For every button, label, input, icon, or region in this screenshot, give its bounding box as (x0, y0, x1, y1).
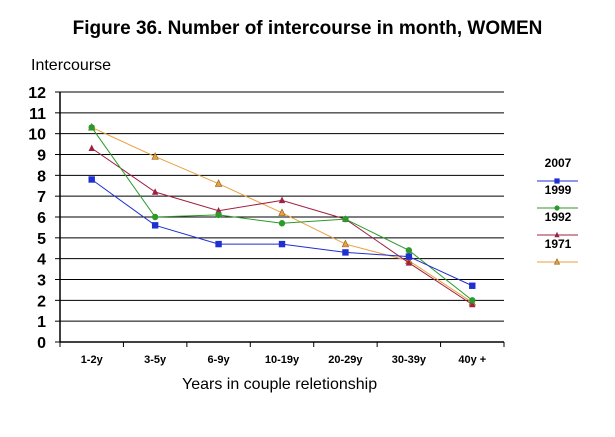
data-point (278, 240, 286, 248)
x-axis-title-wrap: Years in couple reletionship (0, 376, 615, 394)
chart-title: Figure 36. Number of intercourse in mont… (72, 18, 543, 39)
y-tick-label: 9 (37, 148, 46, 165)
x-tick-label: 40y + (458, 354, 486, 366)
y-tick-label: 8 (37, 168, 46, 185)
x-axis-title: Years in couple reletionship (182, 376, 378, 393)
y-tick-label: 10 (28, 127, 46, 144)
legend-label: 2007 (545, 156, 572, 170)
legend-item-2007: 2007 (537, 156, 578, 184)
series-1999 (88, 124, 476, 304)
data-point (151, 188, 159, 195)
y-tick-label: 6 (37, 210, 46, 227)
y-tick-label: 12 (28, 85, 46, 102)
data-point (278, 208, 286, 216)
x-tick-label: 3-5y (144, 354, 167, 366)
legend-item-1971: 1971 (537, 237, 578, 265)
data-point (151, 213, 159, 221)
legend-label: 1971 (545, 237, 572, 251)
y-tick-label: 1 (37, 314, 46, 331)
data-point (341, 239, 350, 248)
series-line (91, 179, 473, 287)
data-point (405, 253, 413, 260)
data-point (469, 300, 476, 308)
gridlines (60, 91, 504, 322)
legend-label: 1999 (545, 183, 572, 197)
x-tick-label: 6-9y (208, 354, 231, 366)
data-point (554, 205, 560, 211)
data-point (405, 247, 413, 254)
legend: 2007 1999 1992 1971 (537, 156, 578, 265)
x-tick-label: 30-39y (392, 354, 427, 366)
data-point (215, 206, 222, 214)
y-tick-label: 7 (37, 189, 46, 206)
data-point (469, 282, 476, 289)
y-tick-label: 4 (37, 252, 46, 269)
y-tick-label: 3 (37, 273, 46, 290)
x-tick-label: 10-19y (265, 354, 300, 366)
data-point (342, 215, 349, 223)
x-tick-label: 1-2y (81, 354, 104, 366)
data-point (88, 144, 95, 152)
data-point (215, 211, 222, 219)
series-2007 (88, 176, 476, 289)
legend-item-1992: 1992 (537, 210, 578, 238)
axes (55, 91, 505, 347)
data-point (554, 178, 560, 184)
data-point (554, 231, 560, 238)
legend-label: 1992 (545, 210, 572, 224)
y-tick-label: 0 (37, 335, 46, 352)
data-point (215, 240, 222, 248)
data-point (88, 176, 95, 183)
data-point (88, 124, 95, 131)
y-tick-label: 2 (37, 293, 46, 310)
data-point (151, 222, 159, 229)
data-point (553, 258, 561, 265)
series-group (88, 122, 476, 308)
data-point (278, 196, 286, 204)
data-point (405, 259, 413, 266)
data-point (278, 220, 286, 227)
data-point (214, 179, 223, 187)
y-tick-label: 5 (37, 231, 46, 248)
x-tick-labels: 1-2y 3-5y 6-9y 10-19y 20-29y 30-39y 40y + (81, 354, 487, 366)
data-point (151, 152, 159, 160)
data-point (342, 249, 349, 256)
data-point (469, 297, 476, 304)
x-tick-label: 20-29y (328, 354, 363, 366)
y-tick-label: 11 (29, 106, 46, 123)
series-1971 (88, 122, 476, 306)
y-axis-title: Intercourse (31, 57, 112, 74)
legend-item-1999: 1999 (537, 183, 578, 211)
